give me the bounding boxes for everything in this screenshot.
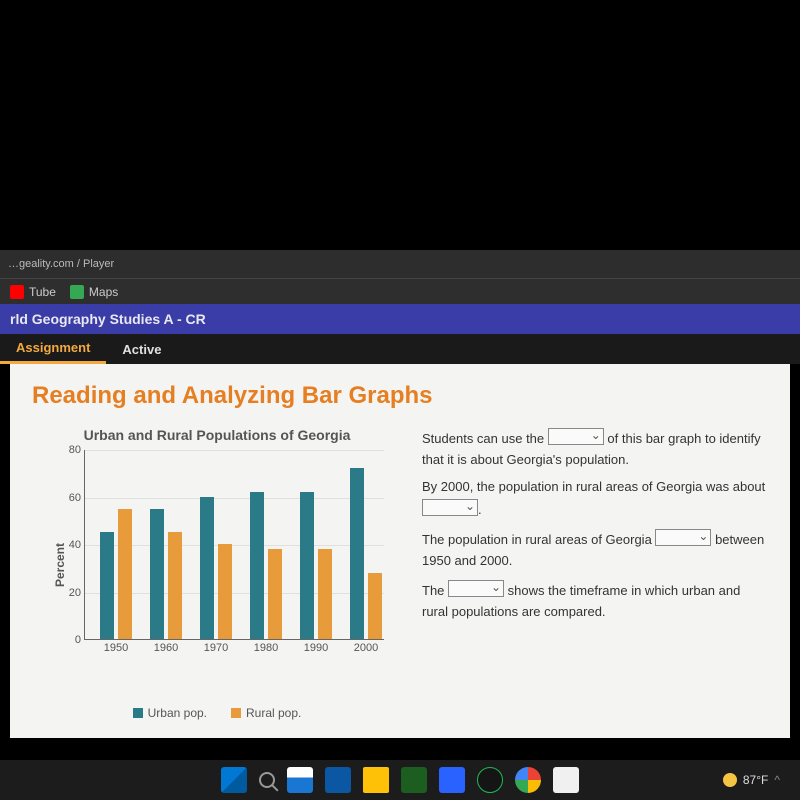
bar-rural-pop--1980 xyxy=(268,549,282,639)
bar-urban-pop--1960 xyxy=(150,509,164,640)
chrome-icon[interactable] xyxy=(515,767,541,793)
maps-icon xyxy=(70,285,84,299)
task-view-icon[interactable] xyxy=(287,767,313,793)
bar-rural-pop--1990 xyxy=(318,549,332,639)
chart-legend: Urban pop. Rural pop. xyxy=(32,706,402,720)
bar-urban-pop--1970 xyxy=(200,497,214,640)
y-tick-label: 80 xyxy=(63,444,85,456)
legend-label: Rural pop. xyxy=(246,706,301,720)
y-tick-label: 40 xyxy=(63,539,85,551)
question-line-1: Students can use the of this bar graph t… xyxy=(422,426,768,471)
chart-title: Urban and Rural Populations of Georgia xyxy=(32,426,402,444)
spotify-icon[interactable] xyxy=(477,767,503,793)
dropdown-4[interactable] xyxy=(448,580,504,597)
app-icon-3[interactable] xyxy=(553,767,579,793)
legend-item: Urban pop. xyxy=(133,706,207,720)
bookmark-label: Maps xyxy=(89,285,118,299)
app-icon-1[interactable] xyxy=(401,767,427,793)
x-tick-label: 1950 xyxy=(104,639,128,654)
bar-rural-pop--2000 xyxy=(368,573,382,640)
x-tick-label: 1980 xyxy=(254,639,278,654)
lesson-content: Reading and Analyzing Bar Graphs Urban a… xyxy=(10,364,790,738)
question-line-3: The population in rural areas of Georgia… xyxy=(422,527,768,572)
screen: …geality.com / Player Tube Maps rld Geog… xyxy=(0,0,800,800)
bar-urban-pop--1990 xyxy=(300,492,314,639)
bar-urban-pop--2000 xyxy=(350,468,364,639)
dropdown-2[interactable] xyxy=(422,499,478,516)
course-header: rld Geography Studies A - CR xyxy=(0,304,800,334)
y-tick-label: 20 xyxy=(63,587,85,599)
y-tick-label: 0 xyxy=(63,634,85,646)
tab-active[interactable]: Active xyxy=(106,334,177,364)
x-tick-label: 1960 xyxy=(154,639,178,654)
windows-taskbar: 87°F ^ xyxy=(0,760,800,800)
weather-widget[interactable]: 87°F ^ xyxy=(723,773,780,787)
sun-icon xyxy=(723,773,737,787)
page-title: Reading and Analyzing Bar Graphs xyxy=(32,382,768,410)
legend-swatch xyxy=(231,708,241,718)
x-tick-label: 2000 xyxy=(354,639,378,654)
question-line-2: By 2000, the population in rural areas o… xyxy=(422,477,768,522)
youtube-icon xyxy=(10,285,24,299)
plot-area: 020406080195019601970198019902000 xyxy=(84,450,384,640)
course-title: rld Geography Studies A - CR xyxy=(10,311,206,327)
temperature: 87°F xyxy=(743,773,768,787)
browser-address-bar[interactable]: …geality.com / Player xyxy=(0,250,800,278)
dropdown-1[interactable] xyxy=(548,428,604,445)
chevron-up-icon: ^ xyxy=(774,773,780,787)
bookmark-maps[interactable]: Maps xyxy=(70,285,118,299)
app-icon-2[interactable] xyxy=(439,767,465,793)
y-tick-label: 60 xyxy=(63,492,85,504)
bar-rural-pop--1970 xyxy=(218,544,232,639)
tab-bar: Assignment Active xyxy=(0,334,800,364)
url-text: …geality.com / Player xyxy=(8,258,114,270)
edge-icon[interactable] xyxy=(325,767,351,793)
bookmarks-bar: Tube Maps xyxy=(0,278,800,304)
legend-swatch xyxy=(133,708,143,718)
search-icon[interactable] xyxy=(259,772,275,788)
legend-item: Rural pop. xyxy=(231,706,301,720)
bookmark-youtube[interactable]: Tube xyxy=(10,285,56,299)
x-tick-label: 1970 xyxy=(204,639,228,654)
question-line-4: The shows the timeframe in which urban a… xyxy=(422,578,768,623)
x-tick-label: 1990 xyxy=(304,639,328,654)
legend-label: Urban pop. xyxy=(148,706,207,720)
camera-black-area xyxy=(0,0,800,250)
bookmark-label: Tube xyxy=(29,285,56,299)
dropdown-3[interactable] xyxy=(655,529,711,546)
explorer-icon[interactable] xyxy=(363,767,389,793)
chart-box: Percent 02040608019501960197019801990200… xyxy=(32,450,402,680)
bar-rural-pop--1960 xyxy=(168,532,182,639)
question-panel: Students can use the of this bar graph t… xyxy=(422,426,768,720)
chart-panel: Urban and Rural Populations of Georgia P… xyxy=(32,426,402,720)
start-button[interactable] xyxy=(221,767,247,793)
bar-urban-pop--1980 xyxy=(250,492,264,639)
bar-rural-pop--1950 xyxy=(118,509,132,640)
tab-assignment[interactable]: Assignment xyxy=(0,334,106,364)
bar-urban-pop--1950 xyxy=(100,532,114,639)
